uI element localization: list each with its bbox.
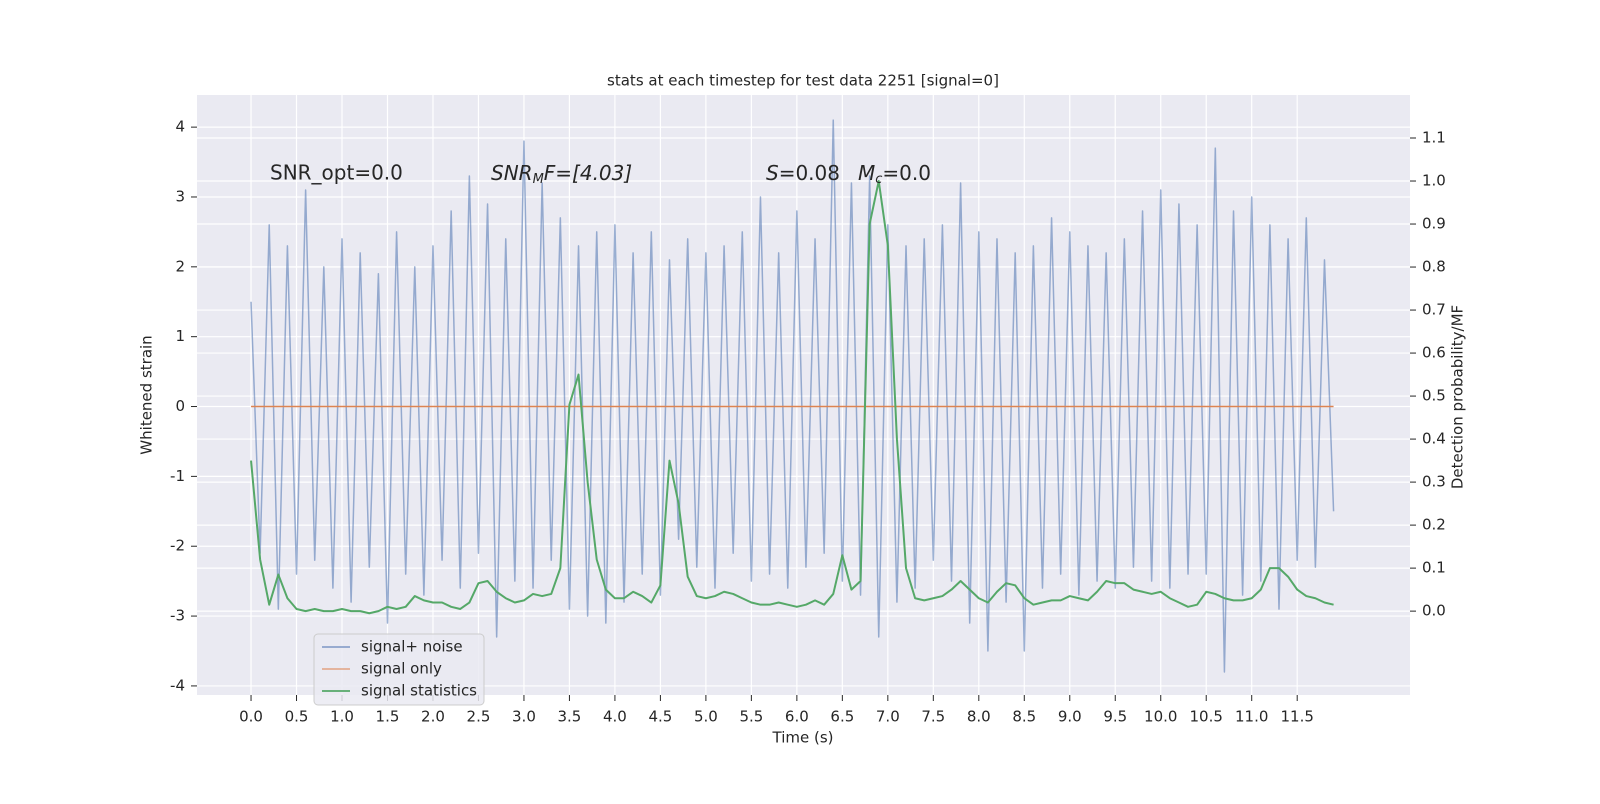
x-tick-label: 11.5 (1280, 708, 1313, 726)
y2-tick-label: 1.0 (1422, 172, 1446, 190)
x-tick-label: 5.5 (739, 708, 763, 726)
x-tick-label: 1.5 (376, 708, 400, 726)
y2-tick-label: 0.3 (1422, 473, 1446, 491)
legend-label: signal+ noise (361, 638, 463, 656)
y-tick-label: -3 (170, 607, 185, 625)
y-tick-label: -2 (170, 537, 185, 555)
plot-area (197, 95, 1410, 695)
y2-tick-label: 0.9 (1422, 215, 1446, 233)
x-tick-label: 6.5 (830, 708, 854, 726)
annotation: Mc=0.0 (858, 161, 931, 187)
x-tick-label: 8.0 (967, 708, 991, 726)
grid: 0.0 0.5 1.0 1.5 2.0 2.5 3.0 3.5 4.0 4.5 5.0 5.5 6.0 6… (170, 95, 1446, 726)
x-axis-label: Time (s) (772, 729, 834, 747)
x-tick-label: 4.0 (603, 708, 627, 726)
y2-tick-label: 0.1 (1422, 559, 1446, 577)
x-tick-label: 0.5 (285, 708, 309, 726)
annotation: SNRMF=[4.03] (491, 161, 632, 187)
x-tick-label: 8.5 (1012, 708, 1036, 726)
annotation-part: S (766, 161, 779, 185)
chart-title: stats at each timestep for test data 225… (607, 72, 999, 90)
lines (250, 119, 1335, 673)
y-tick-label: -4 (170, 676, 185, 694)
x-tick-label: 2.0 (421, 708, 445, 726)
x-tick-label: 7.0 (876, 708, 900, 726)
y2-tick-label: 0.5 (1422, 387, 1446, 405)
x-tick-label: 3.0 (512, 708, 536, 726)
y-tick-label: 3 (175, 187, 185, 205)
y2-tick-label: 0.2 (1422, 516, 1446, 534)
x-tick-label: 7.5 (921, 708, 945, 726)
x-tick-label: 6.0 (785, 708, 809, 726)
annotation: SNR_opt=0.0 (270, 161, 403, 185)
y-tick-label: 0 (175, 397, 185, 415)
y2-tick-label: 0.0 (1422, 602, 1446, 620)
y2-tick-label: 1.1 (1422, 129, 1446, 147)
x-tick-label: 10.5 (1190, 708, 1223, 726)
y-tick-label: -1 (170, 467, 185, 485)
annotation-part: F=[4.03] (544, 161, 632, 185)
y-axis-label: Whitened strain (138, 335, 156, 454)
legend-label: signal only (361, 660, 442, 678)
y2-tick-label: 0.6 (1422, 344, 1446, 362)
annotation-sub: M (533, 172, 544, 187)
series-line (250, 180, 1334, 615)
y-tick-label: 2 (175, 257, 185, 275)
x-tick-label: 4.5 (648, 708, 672, 726)
y2-tick-label: 0.7 (1422, 301, 1446, 319)
legend-label: signal statistics (361, 682, 477, 700)
x-tick-label: 11.0 (1235, 708, 1268, 726)
y-tick-label: 1 (175, 327, 185, 345)
legend-box (313, 633, 485, 706)
series-line (250, 119, 1335, 673)
x-tick-label: 3.5 (558, 708, 582, 726)
annotation-part: M (858, 161, 875, 185)
y2-tick-label: 0.4 (1422, 430, 1446, 448)
y2-axis-label: Detection probability/MF (1449, 305, 1467, 489)
y2-tick-label: 0.8 (1422, 258, 1446, 276)
annotation-part: SNR (491, 161, 533, 185)
x-tick-label: 1.0 (330, 708, 354, 726)
x-tick-label: 9.5 (1103, 708, 1127, 726)
annotation: S=0.08 (766, 161, 840, 185)
annotation-part: =0.08 (779, 161, 840, 185)
annotation-part: =0.0 (882, 161, 931, 185)
legend: signal+ noise signal only signal statistic… (313, 633, 485, 706)
x-tick-label: 0.0 (239, 708, 263, 726)
y-tick-label: 4 (175, 118, 185, 136)
x-tick-label: 2.5 (467, 708, 491, 726)
x-tick-label: 10.0 (1144, 708, 1177, 726)
annotation-sub: c (875, 172, 882, 187)
x-tick-label: 5.0 (694, 708, 718, 726)
x-tick-label: 9.0 (1058, 708, 1082, 726)
